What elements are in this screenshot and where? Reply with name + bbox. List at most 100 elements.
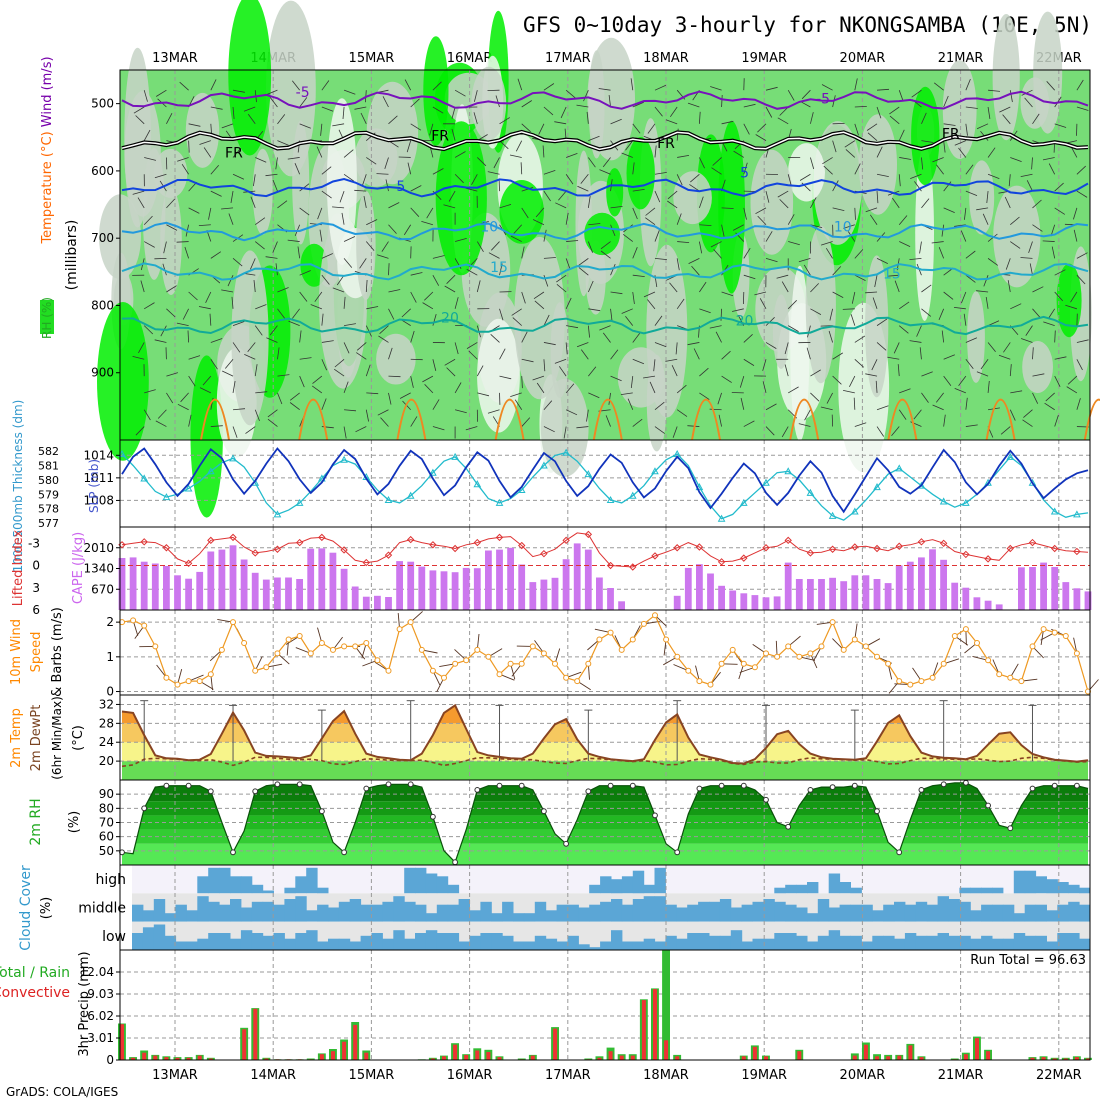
cloud-cell: [948, 899, 960, 922]
cape-bar: [540, 579, 548, 610]
date-label-bottom: 14MAR: [250, 1068, 296, 1083]
cloud-cell: [730, 930, 743, 950]
wind-barb: [987, 173, 1000, 179]
wind-barb: [543, 275, 549, 287]
cloud-cell: [1035, 904, 1047, 922]
wind-barb: [867, 132, 878, 141]
wind-barb: [410, 376, 414, 388]
wind-barb: [610, 263, 616, 276]
precip-convective-bar: [197, 1055, 202, 1060]
wind-barb: [765, 190, 770, 203]
rh-contour: [252, 148, 273, 235]
wind-barb: [765, 257, 778, 263]
wind-barb: [976, 207, 989, 211]
cloud-cell: [828, 873, 841, 894]
rh-point: [918, 787, 925, 793]
wind-barb: [576, 342, 589, 348]
wind-speed-point: [596, 636, 603, 643]
thickness-point: [784, 467, 793, 475]
cloud-cell: [197, 938, 209, 950]
wind-barb: [876, 426, 885, 437]
cloud-cell: [240, 907, 253, 922]
wind-barb: [784, 364, 789, 377]
precip-convective-bar: [486, 1052, 491, 1060]
wind-barb: [188, 414, 192, 427]
wind-speed-point: [785, 643, 792, 650]
thickness-tick: 578: [38, 503, 59, 516]
wind-barb: [451, 128, 456, 141]
wind-barb: [188, 355, 201, 360]
wind-barb: [576, 104, 589, 108]
wind-barb: [699, 367, 709, 377]
wind-barb: [872, 297, 878, 309]
cape-bar: [562, 559, 570, 610]
lifted-index-point: [384, 551, 393, 559]
cape-bar: [962, 587, 970, 610]
cloud-cell: [1079, 904, 1091, 922]
wind-barb: [1076, 79, 1084, 91]
rh-point: [896, 849, 903, 856]
wind-barb: [743, 207, 747, 220]
cloud-cell: [883, 904, 895, 922]
cape-tick: 670: [91, 582, 114, 596]
wind-barb: [820, 406, 833, 411]
cloud-cell: [589, 947, 601, 950]
wind-barb: [675, 342, 678, 355]
wind-barb: [672, 426, 678, 438]
cloud-cell: [643, 884, 656, 894]
cloud-cell: [273, 904, 285, 922]
date-label-bottom: 15MAR: [349, 1068, 395, 1083]
isotherm-spike: [887, 398, 918, 441]
wind-barb: [380, 417, 389, 427]
cloud-cell: [186, 910, 198, 922]
wind-barb: [1028, 241, 1033, 254]
rh-point: [718, 782, 725, 789]
wind-barb: [321, 253, 333, 259]
pressure-tick: 800: [91, 298, 114, 312]
wind-barb: [510, 392, 522, 397]
rh-contour: [646, 244, 688, 418]
wind-barb: [566, 153, 578, 158]
date-label-top: 17MAR: [545, 51, 591, 66]
wind-barb: [343, 426, 347, 439]
wind-barb: [210, 251, 222, 259]
wind-barb: [381, 241, 389, 252]
wind-barb: [986, 191, 989, 204]
wind-barb: [1076, 252, 1088, 259]
wind-speed-point: [1062, 633, 1069, 639]
wind-barb: [210, 164, 220, 175]
wind-barb: [333, 368, 345, 377]
wind-barb: [826, 392, 833, 404]
wind-barb: [287, 239, 300, 242]
cloud-cell: [676, 907, 688, 922]
wind-barb: [1024, 97, 1033, 108]
wind-speed-point: [774, 653, 781, 660]
cloud-cell: [262, 890, 274, 894]
wind-barb: [832, 266, 842, 276]
wind-barb: [740, 397, 745, 410]
cloud-cell: [349, 941, 362, 950]
wind-barb: [667, 190, 678, 200]
wind-speed-point: [829, 619, 836, 626]
wind-barb: [476, 280, 481, 293]
wind-barb: [133, 106, 145, 114]
precip-convective-bar: [164, 1057, 169, 1060]
wind-barb: [410, 185, 422, 192]
wind-barb: [366, 219, 378, 226]
date-label-bottom: 19MAR: [741, 1068, 787, 1083]
wind-barb: [140, 280, 145, 293]
wind-barb: [754, 291, 767, 296]
wind-barb: [444, 285, 456, 293]
cape-bar: [807, 579, 814, 610]
wind-barb: [443, 204, 456, 209]
wind-barb: [777, 190, 789, 198]
rh-contour: [376, 333, 416, 385]
thickness-tick: 577: [38, 517, 59, 530]
lifted-index-point: [140, 538, 148, 546]
wind-barb: [943, 375, 952, 386]
wind-barb: [854, 78, 858, 91]
temp-bands: [122, 705, 1088, 780]
isotherm-spike: [494, 398, 525, 441]
axis-title-part: 1000-500mb Thickness (dm): [11, 400, 25, 573]
wind-barb: [980, 359, 989, 370]
